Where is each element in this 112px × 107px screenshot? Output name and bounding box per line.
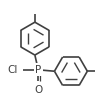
Text: O: O xyxy=(34,85,42,95)
Text: P: P xyxy=(35,65,41,75)
Text: Cl: Cl xyxy=(8,65,18,75)
